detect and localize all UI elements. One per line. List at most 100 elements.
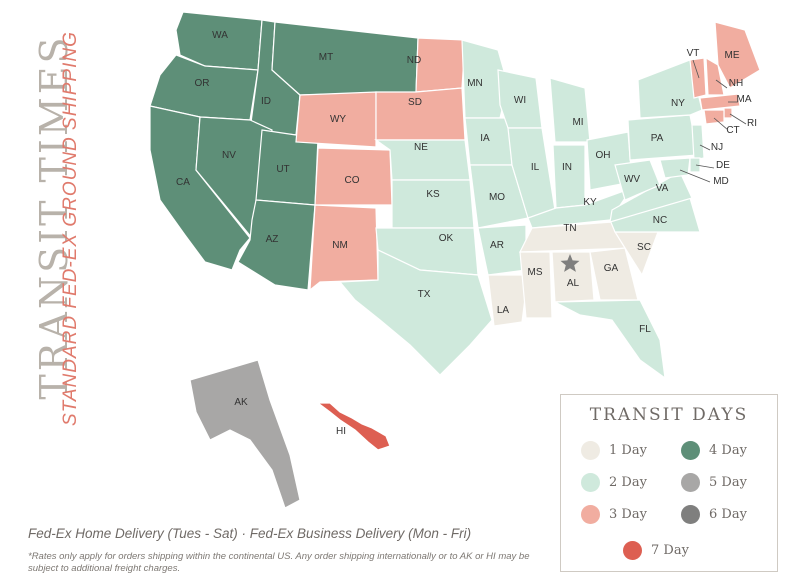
state-label-co: CO: [345, 175, 360, 186]
states-layer: [149, 11, 761, 509]
state-label-ms: MS: [528, 267, 543, 278]
state-al: [551, 251, 595, 303]
star-icon: [560, 254, 580, 272]
state-label-tn: TN: [563, 223, 576, 234]
state-mt: [271, 21, 419, 96]
state-ct: [703, 109, 725, 125]
legend-swatch: [581, 441, 600, 460]
state-ny: [637, 59, 703, 119]
state-label-or: OR: [195, 78, 210, 89]
state-label-pa: PA: [651, 133, 664, 144]
legend-item: 3 Day: [581, 505, 647, 524]
state-wy: [295, 91, 377, 148]
legend-swatch: [681, 473, 700, 492]
state-label-nd: ND: [407, 55, 421, 66]
legend-label: 1 Day: [609, 443, 647, 458]
state-label-ny: NY: [671, 98, 685, 109]
state-label-oh: OH: [596, 150, 611, 161]
state-label-mo: MO: [489, 192, 505, 203]
legend-swatch: [681, 505, 700, 524]
leader-line-nh: [715, 79, 728, 89]
footer-note: *Rates only apply for orders shipping wi…: [28, 551, 530, 574]
state-label-il: IL: [531, 162, 540, 173]
legend-label: 3 Day: [609, 507, 647, 522]
state-label-ks: KS: [426, 189, 440, 200]
state-label-md: MD: [713, 176, 729, 187]
state-label-mn: MN: [467, 78, 483, 89]
state-label-me: ME: [725, 50, 740, 61]
state-label-sc: SC: [637, 242, 651, 253]
legend-item: 7 Day: [623, 541, 689, 560]
state-label-ri: RI: [747, 118, 757, 129]
leader-line-nj: [699, 144, 711, 151]
state-label-mt: MT: [319, 52, 333, 63]
leader-line-ri: [729, 113, 747, 125]
leader-line-md: [679, 169, 711, 183]
delivery-line: Fed-Ex Home Delivery (Tues - Sat) · Fed-…: [28, 526, 472, 541]
state-ms: [519, 251, 553, 319]
legend-label: 4 Day: [709, 443, 747, 458]
state-me: [714, 21, 761, 89]
legend-swatch: [623, 541, 642, 560]
state-la: [487, 274, 529, 327]
state-label-ok: OK: [439, 233, 454, 244]
leader-line-vt: [692, 59, 700, 79]
legend-title: TRANSIT DAYS: [589, 405, 749, 425]
state-label-mi: MI: [572, 117, 583, 128]
state-label-id: ID: [261, 96, 271, 107]
legend-label: 7 Day: [651, 543, 689, 558]
state-label-ky: KY: [583, 197, 597, 208]
state-vt: [689, 57, 707, 99]
state-label-vt: VT: [687, 48, 700, 59]
state-label-wa: WA: [212, 30, 228, 41]
legend-label: 2 Day: [609, 475, 647, 490]
legend-item: 4 Day: [681, 441, 747, 460]
legend-item: 5 Day: [681, 473, 747, 492]
state-label-ia: IA: [480, 133, 490, 144]
state-sd: [375, 87, 466, 141]
state-tx: [338, 249, 493, 376]
state-label-nm: NM: [332, 240, 348, 251]
leader-line-ct: [713, 117, 729, 131]
legend-item: 1 Day: [581, 441, 647, 460]
state-label-ar: AR: [490, 240, 504, 251]
state-label-tx: TX: [418, 289, 431, 300]
state-label-sd: SD: [408, 97, 422, 108]
state-hi: [316, 402, 391, 451]
legend-swatch: [581, 473, 600, 492]
state-label-hi: HI: [336, 426, 346, 437]
state-ma: [699, 93, 741, 111]
state-label-az: AZ: [266, 234, 279, 245]
leader-lines: [679, 59, 747, 183]
state-md: [659, 157, 691, 179]
state-label-nc: NC: [653, 215, 667, 226]
state-mi: [549, 77, 591, 143]
state-label-ga: GA: [604, 263, 619, 274]
state-label-va: VA: [656, 183, 669, 194]
legend-swatch: [581, 505, 600, 524]
state-label-de: DE: [716, 160, 730, 171]
state-nj: [691, 124, 705, 161]
legend-label: 6 Day: [709, 507, 747, 522]
state-wv: [614, 159, 661, 201]
leader-line-de: [695, 164, 715, 169]
state-fl: [554, 299, 666, 380]
labels-layer: WA OR CA ID NV UT AZ MT WY CO NM ND SD NE KS OK TX MN IA MO…: [176, 30, 757, 437]
state-label-al: AL: [567, 278, 580, 289]
state-label-nv: NV: [222, 150, 236, 161]
state-in: [552, 144, 586, 209]
state-label-fl: FL: [639, 324, 651, 335]
state-label-wv: WV: [624, 174, 640, 185]
state-label-in: IN: [562, 162, 572, 173]
state-ri: [723, 107, 733, 119]
legend-swatch: [681, 441, 700, 460]
state-label-nj: NJ: [711, 142, 723, 153]
state-label-nh: NH: [729, 78, 743, 89]
state-de: [689, 157, 701, 173]
state-label-wy: WY: [330, 114, 346, 125]
state-label-ne: NE: [414, 142, 428, 153]
state-nd: [415, 37, 466, 93]
legend-item: 2 Day: [581, 473, 647, 492]
legend: TRANSIT DAYS 1 Day 2 Day 3 Day 4 Day 5 Day 6 …: [560, 394, 778, 572]
